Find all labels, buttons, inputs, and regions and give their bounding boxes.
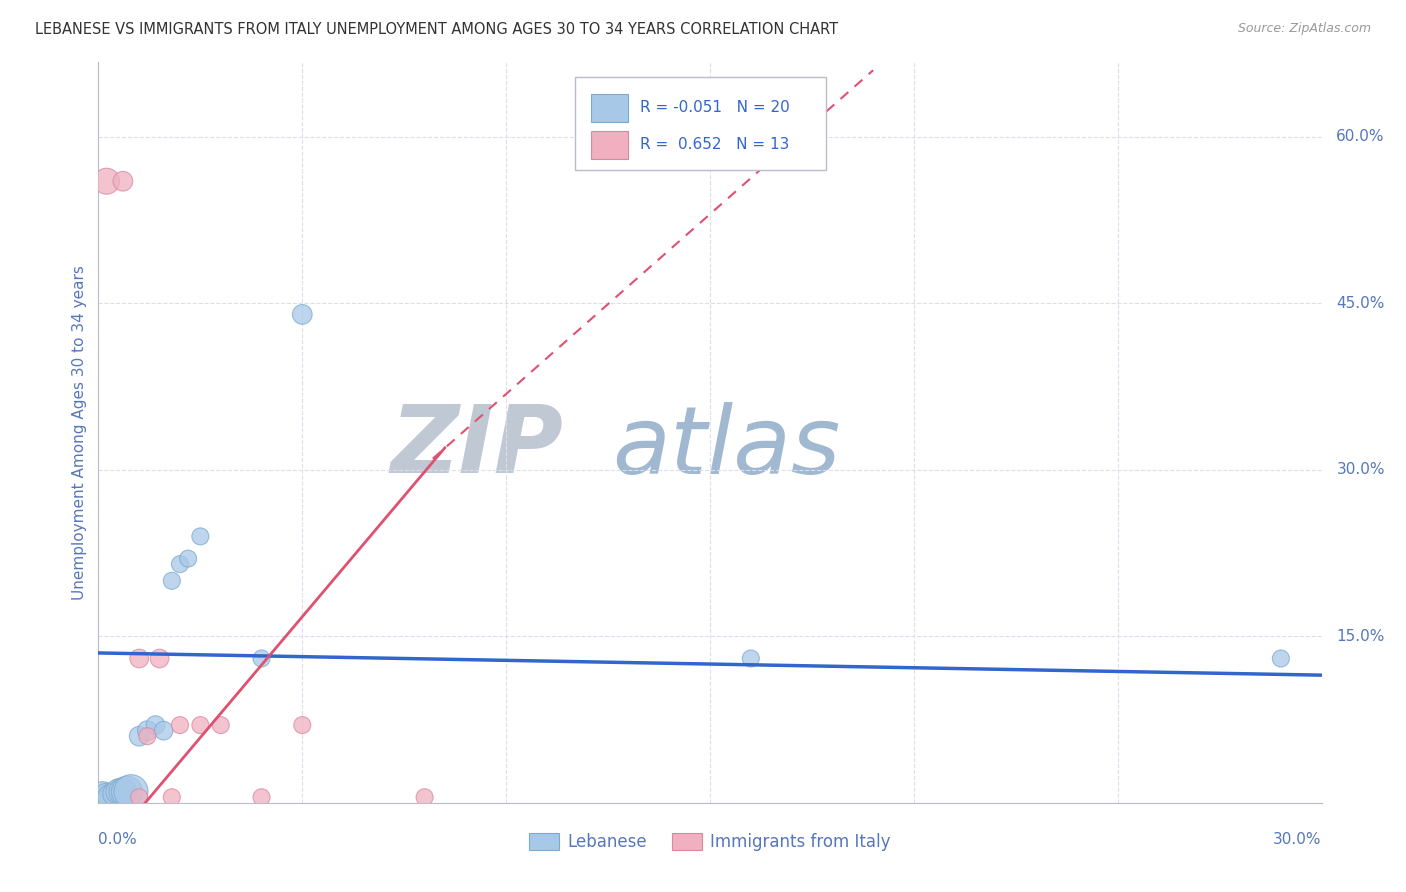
Point xyxy=(169,718,191,732)
Point xyxy=(111,785,134,799)
Point xyxy=(291,718,314,732)
Point xyxy=(108,785,131,799)
Point xyxy=(160,790,183,805)
Point xyxy=(177,551,200,566)
Point xyxy=(209,718,232,732)
Point xyxy=(1270,651,1292,665)
Point xyxy=(128,651,150,665)
Text: Source: ZipAtlas.com: Source: ZipAtlas.com xyxy=(1237,22,1371,36)
Point xyxy=(291,307,314,321)
Point xyxy=(100,790,122,805)
Point xyxy=(740,651,762,665)
Point xyxy=(96,174,118,188)
Text: LEBANESE VS IMMIGRANTS FROM ITALY UNEMPLOYMENT AMONG AGES 30 TO 34 YEARS CORRELA: LEBANESE VS IMMIGRANTS FROM ITALY UNEMPL… xyxy=(35,22,838,37)
Point xyxy=(188,718,212,732)
Point xyxy=(115,785,138,799)
Point xyxy=(91,790,114,805)
Text: 60.0%: 60.0% xyxy=(1336,129,1385,145)
Text: 45.0%: 45.0% xyxy=(1336,296,1385,310)
Point xyxy=(188,529,212,543)
Text: 15.0%: 15.0% xyxy=(1336,629,1385,644)
FancyBboxPatch shape xyxy=(592,94,628,121)
Point xyxy=(96,790,118,805)
Point xyxy=(169,557,191,571)
FancyBboxPatch shape xyxy=(592,130,628,159)
Legend: Lebanese, Immigrants from Italy: Lebanese, Immigrants from Italy xyxy=(523,826,897,857)
Text: 0.0%: 0.0% xyxy=(98,832,138,847)
Point xyxy=(160,574,183,588)
Text: R = -0.051   N = 20: R = -0.051 N = 20 xyxy=(640,100,790,115)
FancyBboxPatch shape xyxy=(575,78,827,169)
Point xyxy=(250,651,273,665)
Point xyxy=(128,729,150,743)
Point xyxy=(136,723,159,738)
Text: atlas: atlas xyxy=(612,402,841,493)
Point xyxy=(152,723,174,738)
Text: 30.0%: 30.0% xyxy=(1336,462,1385,477)
Text: 30.0%: 30.0% xyxy=(1274,832,1322,847)
Text: R =  0.652   N = 13: R = 0.652 N = 13 xyxy=(640,137,790,153)
Point xyxy=(250,790,273,805)
Point xyxy=(145,718,167,732)
Point xyxy=(413,790,436,805)
Y-axis label: Unemployment Among Ages 30 to 34 years: Unemployment Among Ages 30 to 34 years xyxy=(72,265,87,600)
Text: ZIP: ZIP xyxy=(391,401,564,493)
Point xyxy=(111,174,134,188)
Point xyxy=(149,651,172,665)
Point xyxy=(128,790,150,805)
Point xyxy=(120,785,142,799)
Point xyxy=(104,787,127,801)
Point xyxy=(136,729,159,743)
